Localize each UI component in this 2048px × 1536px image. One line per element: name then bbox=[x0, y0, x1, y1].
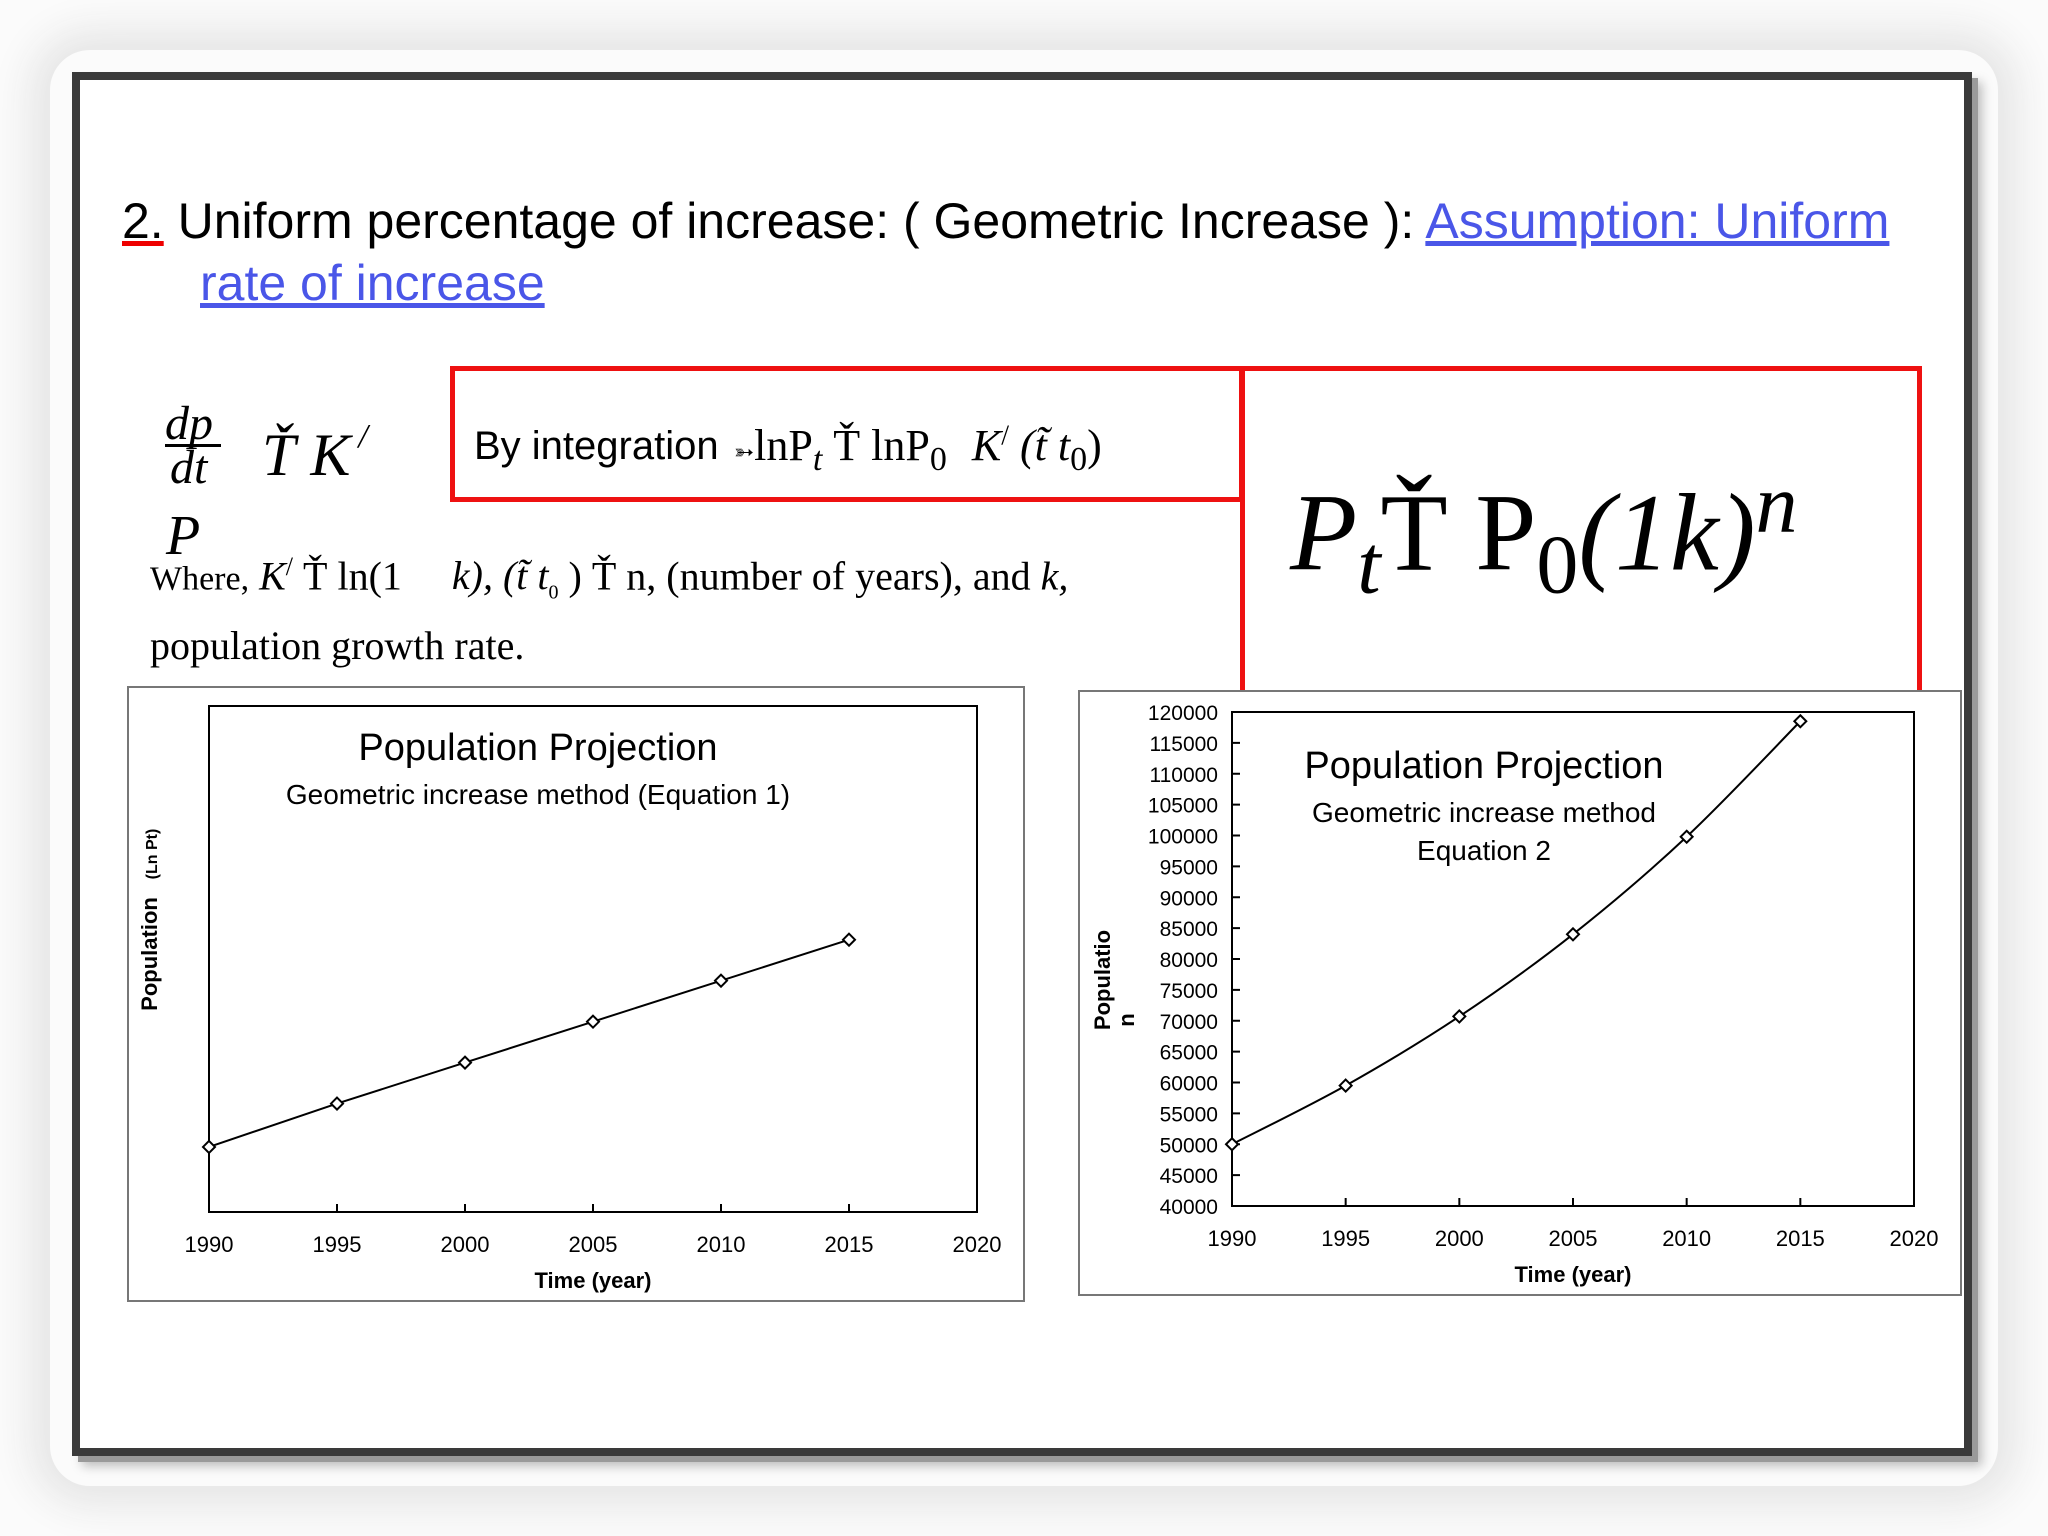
x-tick-label: 1995 bbox=[1321, 1226, 1370, 1251]
x-tick-label: 2020 bbox=[953, 1232, 1002, 1257]
x-tick-label: 2015 bbox=[1776, 1226, 1825, 1251]
slide-heading: 2. Uniform percentage of increase: ( Geo… bbox=[122, 190, 1942, 314]
data-point bbox=[1224, 1136, 1240, 1152]
assumption-link[interactable]: Assumption: Uniform bbox=[1425, 193, 1890, 249]
y-tick-label: 120000 bbox=[1148, 702, 1218, 725]
y-axis-label: Populatio bbox=[1090, 930, 1115, 1030]
data-point bbox=[1792, 713, 1808, 729]
series-line bbox=[1231, 720, 1802, 1146]
x-tick-label: 2015 bbox=[825, 1232, 874, 1257]
data-point bbox=[457, 1055, 473, 1071]
chart-2-frame bbox=[1078, 690, 1962, 1296]
heading-title: Uniform percentage of increase: ( Geomet… bbox=[177, 193, 1415, 249]
chart-title: Population Projection bbox=[358, 727, 717, 769]
x-tick-label: 2010 bbox=[697, 1232, 746, 1257]
y-tick-label: 95000 bbox=[1160, 856, 1218, 879]
data-point bbox=[1338, 1078, 1354, 1094]
data-point bbox=[1679, 829, 1695, 845]
x-tick-label: 1990 bbox=[185, 1232, 234, 1257]
chart-1: Population Projection Geometric increase … bbox=[137, 705, 1002, 1293]
chart-2: Population Projection Geometric increase … bbox=[1090, 702, 1939, 1287]
x-tick-label: 1995 bbox=[313, 1232, 362, 1257]
y-tick-label: 90000 bbox=[1160, 887, 1218, 910]
x-axis-label: Time (year) bbox=[1515, 1262, 1632, 1287]
x-tick-label: 2020 bbox=[1890, 1226, 1939, 1251]
x-tick-label: 2005 bbox=[1549, 1226, 1598, 1251]
y-tick-label: 50000 bbox=[1160, 1134, 1218, 1157]
where-line-2: population growth rate. bbox=[150, 623, 525, 668]
chart-subtitle: Geometric increase method bbox=[1312, 797, 1656, 828]
integration-label: By integration bbox=[474, 424, 719, 468]
data-point bbox=[713, 973, 729, 989]
x-tick-label: 2010 bbox=[1662, 1226, 1711, 1251]
y-axis-label-line2: n bbox=[1114, 1013, 1139, 1026]
y-tick-label: 75000 bbox=[1160, 980, 1218, 1003]
data-point bbox=[329, 1096, 345, 1111]
y-tick-label: 100000 bbox=[1148, 826, 1218, 849]
chart-title: Population Projection bbox=[1304, 745, 1663, 787]
y-axis-label-suffix: (Ln Pt) bbox=[144, 829, 161, 880]
series-line bbox=[208, 938, 850, 1148]
x-tick-label: 2000 bbox=[441, 1232, 490, 1257]
data-point bbox=[841, 932, 857, 948]
y-tick-label: 45000 bbox=[1160, 1165, 1218, 1188]
data-point bbox=[1565, 926, 1581, 942]
derivative-p: P bbox=[166, 505, 201, 567]
y-tick-label: 110000 bbox=[1149, 764, 1218, 787]
y-tick-label: 115000 bbox=[1149, 733, 1218, 756]
x-tick-label: 2000 bbox=[1435, 1226, 1484, 1251]
data-point bbox=[201, 1139, 217, 1155]
assumption-link-line2[interactable]: rate of increase bbox=[200, 255, 545, 311]
heading-number: 2. bbox=[122, 193, 164, 249]
y-tick-label: 60000 bbox=[1160, 1073, 1218, 1096]
chart-subtitle: Geometric increase method (Equation 1) bbox=[286, 779, 790, 810]
x-tick-label: 2005 bbox=[569, 1232, 618, 1257]
integration-expression: ➳lnPt Ť lnP0 K/ (t̃ t0) bbox=[734, 420, 1102, 478]
y-axis-label: Population bbox=[137, 897, 162, 1011]
y-tick-label: 70000 bbox=[1160, 1011, 1218, 1034]
y-tick-label: 65000 bbox=[1160, 1042, 1218, 1065]
data-point bbox=[585, 1014, 601, 1030]
chart-subtitle-2: Equation 2 bbox=[1417, 835, 1551, 866]
fraction-bar bbox=[165, 444, 221, 447]
y-tick-label: 55000 bbox=[1160, 1103, 1218, 1126]
where-line: Where, K/ Ť ln(1 k), (t̃ t0 ) Ť n, (numb… bbox=[150, 552, 1069, 604]
derivative-numerator: dp bbox=[165, 397, 213, 450]
x-tick-label: 1990 bbox=[1208, 1226, 1257, 1251]
data-point bbox=[1451, 1009, 1467, 1024]
big-formula: PtŤ P0(1k)n bbox=[1290, 458, 1798, 612]
derivative-denominator: dt bbox=[170, 441, 208, 494]
chart-1-frame bbox=[127, 686, 1025, 1302]
y-tick-label: 40000 bbox=[1160, 1196, 1218, 1219]
derivative-rhs: Ť K / bbox=[262, 418, 368, 488]
y-tick-label: 85000 bbox=[1160, 918, 1218, 941]
y-tick-label: 80000 bbox=[1160, 949, 1218, 972]
y-tick-label: 105000 bbox=[1148, 795, 1218, 818]
x-axis-label: Time (year) bbox=[535, 1268, 652, 1293]
